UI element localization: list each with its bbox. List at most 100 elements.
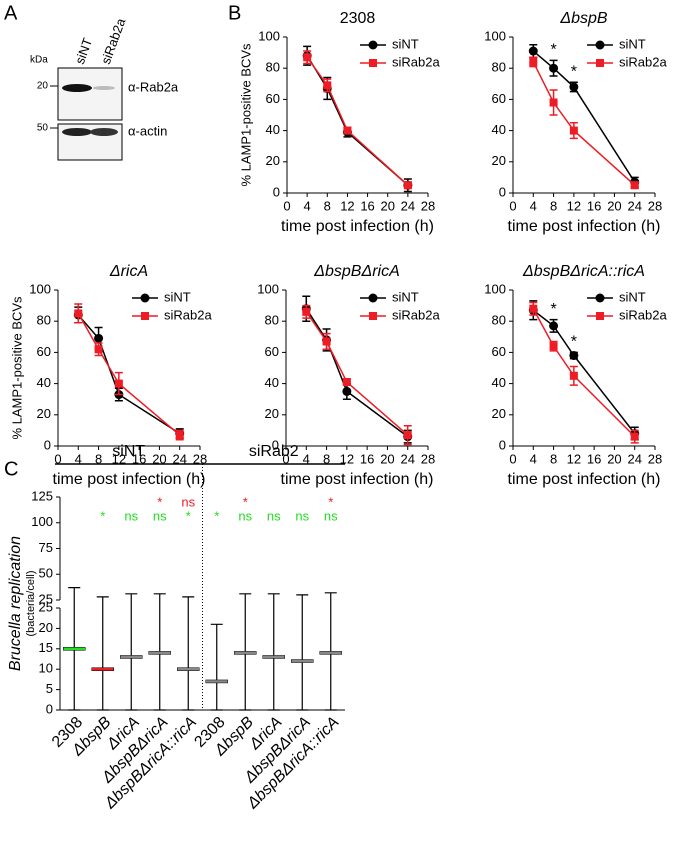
marker (630, 432, 639, 441)
x-tick-label: 24 (172, 451, 186, 466)
group-label: siNT (112, 443, 145, 460)
annotation: * (571, 334, 577, 351)
band (62, 84, 92, 92)
marker (569, 371, 578, 380)
x-tick-label: 16 (132, 451, 146, 466)
marker (569, 126, 578, 135)
marker (303, 53, 312, 62)
marker (569, 82, 579, 92)
mean-bar (234, 651, 257, 655)
y-tick-label: 20 (39, 620, 53, 635)
y-tick-label: 50 (39, 566, 53, 581)
y-tick-label: 80 (37, 313, 51, 328)
y-tick-label: 0 (499, 437, 506, 452)
x-tick-label: 20 (380, 451, 394, 466)
y-tick-label: 20 (492, 406, 506, 421)
y-tick-label: 0 (499, 184, 506, 199)
x-tick-label: 24 (401, 198, 415, 213)
y-tick-label: 80 (492, 313, 506, 328)
x-axis-label: time post infection (h) (281, 471, 434, 488)
significance: * (100, 508, 105, 523)
x-tick-label: 12 (340, 198, 354, 213)
chart-title: ΔbspBΔricA::ricA (522, 263, 645, 280)
y-axis-label: (bacteria/cell) (25, 570, 37, 636)
annotation: * (571, 63, 577, 80)
x-tick-label: 16 (360, 451, 374, 466)
x-axis-label: time post infection (h) (281, 218, 434, 235)
y-tick-label: 25 (39, 591, 53, 606)
y-axis-label: % LAMP1-positive BCVs (9, 296, 24, 440)
band (93, 86, 115, 90)
x-tick-label: 4 (75, 451, 82, 466)
significance: ns (324, 508, 338, 523)
blot: kDa 20 50 siNT siRab2a α-Rab2a α-actin (30, 16, 179, 161)
y-tick-label: 0 (44, 437, 51, 452)
marker (549, 98, 558, 107)
marker (74, 309, 83, 318)
series-line (305, 308, 409, 438)
y-tick-label: 100 (29, 281, 51, 296)
y-tick-label: 40 (492, 122, 506, 137)
y-axis-label: Brucella replication (7, 536, 24, 671)
marker (175, 431, 184, 440)
significance: ns (238, 508, 252, 523)
series-line (532, 61, 636, 186)
marker (529, 304, 538, 313)
series-line (77, 314, 181, 435)
legend-label: siRab2a (619, 54, 667, 69)
unit: kDa (30, 55, 48, 66)
sd-bar (125, 593, 138, 711)
x-tick-label: 12 (567, 451, 581, 466)
mean-bar (319, 651, 342, 655)
series-line (77, 313, 181, 436)
mean-bar (63, 647, 86, 651)
mean-bar (262, 655, 285, 659)
x-tick-label: 8 (550, 198, 557, 213)
marker (302, 307, 311, 316)
x-tick-label: 24 (627, 198, 641, 213)
significance: ns (181, 494, 195, 509)
x-tick-label: 8 (324, 198, 331, 213)
marker (403, 181, 412, 190)
marker (323, 81, 332, 90)
panel-label: B (228, 2, 241, 24)
y-tick-label: 40 (265, 375, 279, 390)
y-tick-label: 60 (265, 344, 279, 359)
sd-bar (96, 596, 109, 711)
y-tick-label: 20 (265, 406, 279, 421)
y-tick-label: 125 (31, 488, 53, 503)
mean-bar (177, 667, 200, 671)
legend-marker (595, 293, 605, 303)
significance: * (157, 494, 162, 509)
x-tick-label: 4 (530, 451, 537, 466)
legend-marker (596, 59, 604, 67)
significance: * (328, 494, 333, 509)
x-tick-label: 0 (509, 198, 516, 213)
y-tick-label: 100 (258, 28, 280, 43)
series-line (532, 309, 636, 434)
x-tick-label: 12 (340, 451, 354, 466)
significance: * (214, 508, 219, 523)
significance: ns (295, 508, 309, 523)
significance: ns (153, 508, 167, 523)
legend-label: siRab2a (164, 307, 212, 322)
y-tick-label: 75 (39, 540, 53, 555)
legend-label: siRab2a (392, 307, 440, 322)
x-tick-label: 20 (380, 198, 394, 213)
legend-label: siNT (619, 36, 646, 51)
marker (403, 431, 412, 440)
panel-label: A (4, 2, 18, 24)
chart-title: ΔbspBΔricA (313, 263, 400, 280)
marker (549, 321, 559, 331)
legend-marker (368, 40, 378, 50)
y-tick-label: 80 (266, 60, 280, 75)
marker: 50 (37, 123, 49, 134)
sd-bar (210, 623, 223, 711)
sd-bar (182, 596, 195, 711)
marker (94, 345, 103, 354)
y-tick-label: 80 (492, 60, 506, 75)
legend-label: siNT (392, 289, 419, 304)
sd-bar (267, 593, 280, 711)
chart-title: 2308 (340, 10, 376, 27)
x-tick-label: 16 (587, 451, 601, 466)
